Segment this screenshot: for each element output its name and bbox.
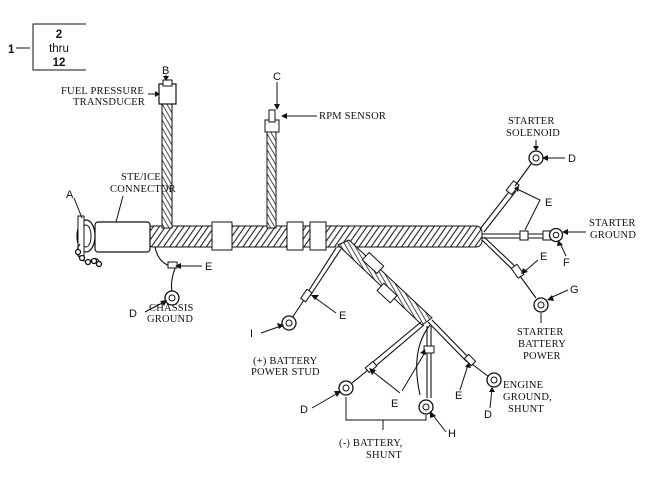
label-starter-battery-2: BATTERY (518, 339, 566, 350)
letter-a: A (66, 189, 74, 201)
letter-f: F (563, 257, 570, 269)
letter-e-split: E (391, 398, 398, 410)
label-engine-ground-1: ENGINE (503, 380, 543, 391)
label-fuel-pressure-2: TRANSDUCER (73, 97, 145, 108)
letter-d-engine: D (484, 409, 492, 421)
letter-e-starter-battery: E (540, 251, 547, 263)
label-engine-ground-2: GROUND, (503, 392, 552, 403)
label-engine-ground-3: SHUNT (508, 404, 544, 415)
label-starter-battery-1: STARTER (517, 327, 564, 338)
letter-e-battery-stud: E (339, 310, 346, 322)
letter-h: H (448, 428, 456, 440)
ref-index: 1 (8, 44, 15, 56)
label-neg-battery-1: (-) BATTERY, (339, 438, 402, 449)
letter-d-lower-left: D (300, 404, 308, 416)
battery-shunt-branch (281, 239, 502, 415)
label-starter-battery-3: POWER (523, 351, 561, 362)
component-labels: FUEL PRESSURE TRANSDUCER RPM SENSOR STE/… (61, 86, 636, 461)
label-fuel-pressure-1: FUEL PRESSURE (61, 86, 144, 97)
chassis-ground-branch (154, 246, 180, 306)
callout-letters: A B C E D I E D E H E D D E F E G (66, 65, 579, 440)
label-chassis-1: CHASSIS (149, 303, 194, 314)
label-battery-stud-1: (+) BATTERY (253, 356, 318, 367)
main-harness-trunk (146, 221, 483, 251)
letter-e-chassis: E (205, 261, 212, 273)
letter-e-solenoid: E (545, 197, 552, 209)
letter-e-engine: E (455, 390, 462, 402)
label-starter-ground-2: GROUND (590, 230, 636, 241)
label-starter-ground-1: STARTER (589, 218, 636, 229)
label-starter-solenoid-2: SOLENOID (506, 128, 560, 139)
letter-b: B (162, 65, 169, 77)
leader-lines (73, 75, 586, 433)
ste-ice-connector (74, 215, 151, 268)
ref-line2: thru (49, 43, 69, 55)
label-rpm-sensor: RPM SENSOR (319, 111, 386, 122)
reference-box: 1 2 thru 12 (8, 23, 86, 71)
label-ste-ice-1: STE/ICE (121, 172, 161, 183)
label-starter-solenoid-1: STARTER (508, 116, 555, 127)
starter-branches (479, 150, 564, 313)
letter-g: G (570, 284, 579, 296)
label-battery-stud-2: POWER STUD (251, 367, 320, 378)
label-neg-battery-2: SHUNT (366, 450, 402, 461)
letter-c: C (273, 71, 281, 83)
ref-line1: 2 (56, 29, 62, 41)
ref-line3: 12 (53, 57, 66, 69)
rpm-sensor-branch (264, 109, 280, 229)
letter-d-chassis: D (129, 308, 137, 320)
label-ste-ice-2: CONNECTOR (110, 184, 176, 195)
fuel-pressure-branch (158, 79, 177, 229)
letter-i: I (250, 328, 253, 340)
label-chassis-2: GROUND (147, 314, 193, 325)
letter-d-solenoid: D (568, 153, 576, 165)
